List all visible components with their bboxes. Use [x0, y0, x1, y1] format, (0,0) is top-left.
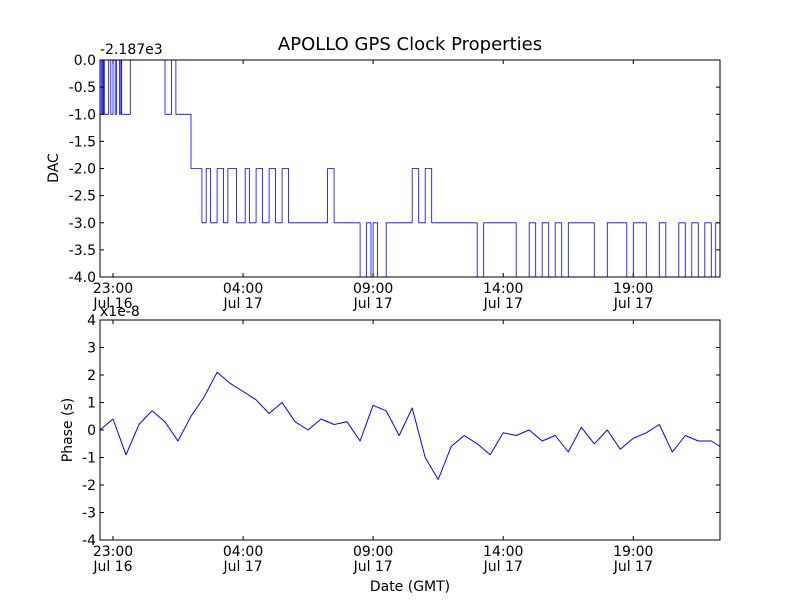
dac-y-tick-label: -3.5 — [69, 243, 96, 259]
phase-x-tick-label-time: 04:00 — [223, 544, 263, 560]
dac-axes: 0.0 -0.5 -1.0 -1.5 -2.0 -2.5 -3.0 -3.5 -4.0 23:0… — [46, 42, 721, 312]
phase-y-ticks: 4 3 2 1 0 -1 -2 -3 -4 — [82, 313, 720, 549]
phase-y-tick-label: -3 — [82, 506, 96, 522]
dac-x-tick-label-date: Jul 17 — [222, 296, 262, 312]
dac-x-tick-label-date: Jul 17 — [613, 296, 653, 312]
phase-x-tick-label-time: 14:00 — [483, 544, 523, 560]
dac-y-tick-label: -1.0 — [69, 107, 96, 123]
phase-x-tick-label-time: 23:00 — [93, 544, 133, 560]
dac-x-tick-label-date: Jul 17 — [483, 296, 523, 312]
dac-x-tick-label-date: Jul 17 — [353, 296, 393, 312]
phase-x-tick-label-time: 19:00 — [613, 544, 653, 560]
phase-x-tick-label-date: Jul 17 — [222, 559, 262, 575]
phase-x-tick-label-date: Jul 17 — [483, 559, 523, 575]
dac-y-tick-label: -4.0 — [69, 270, 96, 286]
dac-x-tick-label-time: 04:00 — [223, 281, 263, 297]
dac-y-ticks: 0.0 -0.5 -1.0 -1.5 -2.0 -2.5 -3.0 -3.5 -4.0 — [69, 53, 720, 286]
dac-x-tick-label-time: 14:00 — [483, 281, 523, 297]
dac-x-tick-label-time: 09:00 — [353, 281, 393, 297]
phase-y-tick-label: 1 — [87, 396, 96, 412]
phase-y-tick-label: 2 — [87, 368, 96, 384]
phase-y-tick-label: -2 — [82, 478, 96, 494]
phase-y-tick-label: 0 — [87, 423, 96, 439]
phase-line-layer — [99, 371, 721, 480]
phase-y-tick-label: -4 — [82, 533, 96, 549]
phase-x-tick-label-time: 09:00 — [353, 544, 393, 560]
dac-x-tick-label-date: Jul 16 — [92, 296, 132, 312]
dac-y-tick-label: 0.0 — [74, 53, 96, 69]
phase-x-tick-label-date: Jul 16 — [92, 559, 132, 575]
phase-y-tick-label: -1 — [82, 451, 96, 467]
dac-y-tick-label: -1.5 — [69, 134, 96, 150]
phase-x-tick-label-date: Jul 17 — [353, 559, 393, 575]
dac-x-tick-label-time: 19:00 — [613, 281, 653, 297]
dac-y-tick-label: -0.5 — [69, 80, 96, 96]
dac-y-tick-label: -3.0 — [69, 216, 96, 232]
phase-offset-label: x1e-8 — [100, 304, 140, 320]
phase-y-tick-label: 4 — [87, 313, 96, 329]
dac-y-axis-label: DAC — [46, 153, 62, 183]
chart-title: APOLLO GPS Clock Properties — [278, 34, 542, 55]
phase-series-line — [99, 371, 721, 480]
dac-x-tick-label-time: 23:00 — [93, 281, 133, 297]
dac-y-tick-label: -2.5 — [69, 189, 96, 205]
dac-offset-label: -2.187e3 — [100, 42, 163, 58]
dac-y-tick-label: -2.0 — [69, 162, 96, 178]
phase-y-axis-label: Phase (s) — [60, 398, 76, 462]
phase-x-tick-label-date: Jul 17 — [613, 559, 653, 575]
phase-y-tick-label: 3 — [87, 341, 96, 357]
x-axis-label: Date (GMT) — [370, 579, 450, 595]
